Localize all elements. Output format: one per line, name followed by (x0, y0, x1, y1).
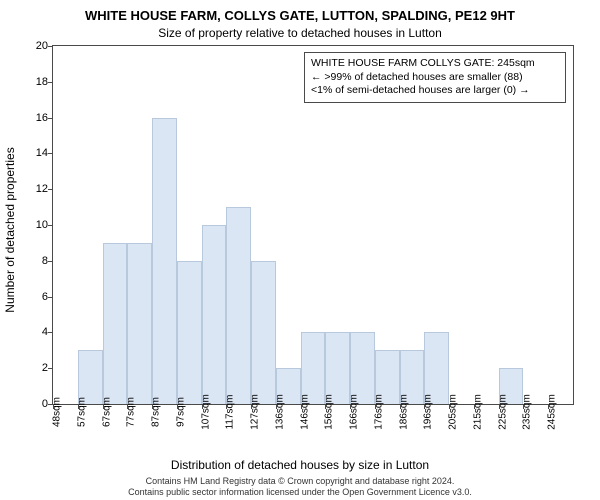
footer-attribution: Contains HM Land Registry data © Crown c… (0, 476, 600, 498)
footer-line-1: Contains HM Land Registry data © Crown c… (0, 476, 600, 487)
x-tick-label: 166sqm (349, 394, 360, 430)
y-tick-mark (48, 82, 52, 83)
y-tick-mark (48, 46, 52, 47)
x-tick-label: 57sqm (76, 397, 87, 427)
x-tick-label: 127sqm (250, 394, 261, 430)
y-tick-mark (48, 332, 52, 333)
x-tick-label: 107sqm (200, 394, 211, 430)
histogram-bar (202, 225, 227, 404)
x-tick-label: 156sqm (324, 394, 335, 430)
y-tick-label: 6 (18, 291, 48, 303)
x-tick-label: 48sqm (52, 397, 63, 427)
chart-subtitle: Size of property relative to detached ho… (0, 26, 600, 40)
y-tick-mark (48, 225, 52, 226)
y-tick-label: 10 (18, 219, 48, 231)
x-tick-label: 225sqm (497, 394, 508, 430)
histogram-bar (127, 243, 152, 404)
y-tick-mark (48, 368, 52, 369)
y-tick-label: 18 (18, 76, 48, 88)
x-axis-label: Distribution of detached houses by size … (0, 458, 600, 472)
y-tick-mark (48, 153, 52, 154)
y-tick-label: 20 (18, 40, 48, 52)
y-tick-mark (48, 189, 52, 190)
x-tick-label: 176sqm (373, 394, 384, 430)
y-tick-label: 0 (18, 398, 48, 410)
y-axis-label: Number of detached properties (3, 147, 17, 312)
y-tick-label: 2 (18, 362, 48, 374)
x-tick-label: 67sqm (101, 397, 112, 427)
y-tick-mark (48, 297, 52, 298)
histogram-bar (177, 261, 202, 404)
histogram-bar (251, 261, 276, 404)
histogram-bar (103, 243, 128, 404)
histogram-bar (226, 207, 251, 404)
y-tick-label: 4 (18, 326, 48, 338)
x-tick-label: 196sqm (423, 394, 434, 430)
legend-line-2: ← >99% of detached houses are smaller (8… (311, 71, 559, 85)
arrow-right-icon: → (516, 84, 529, 96)
y-tick-label: 12 (18, 183, 48, 195)
legend-box: WHITE HOUSE FARM COLLYS GATE: 245sqm ← >… (304, 52, 566, 103)
chart-title: WHITE HOUSE FARM, COLLYS GATE, LUTTON, S… (0, 8, 600, 23)
x-tick-label: 245sqm (547, 394, 558, 430)
y-tick-label: 8 (18, 255, 48, 267)
x-tick-label: 186sqm (398, 394, 409, 430)
y-tick-label: 14 (18, 147, 48, 159)
legend-line-3: <1% of semi-detached houses are larger (… (311, 84, 559, 98)
x-tick-label: 136sqm (274, 394, 285, 430)
x-tick-label: 97sqm (175, 397, 186, 427)
y-tick-mark (48, 261, 52, 262)
histogram-bar (152, 118, 177, 404)
footer-line-2: Contains public sector information licen… (0, 487, 600, 498)
x-tick-label: 205sqm (448, 394, 459, 430)
x-tick-label: 146sqm (299, 394, 310, 430)
x-tick-label: 235sqm (522, 394, 533, 430)
y-tick-label: 16 (18, 112, 48, 124)
y-tick-mark (48, 118, 52, 119)
x-tick-label: 87sqm (151, 397, 162, 427)
legend-line-1: WHITE HOUSE FARM COLLYS GATE: 245sqm (311, 57, 559, 71)
x-tick-label: 117sqm (225, 395, 236, 430)
histogram-bar (78, 350, 103, 404)
arrow-left-icon: ← (311, 71, 324, 83)
x-tick-label: 77sqm (126, 397, 137, 427)
x-tick-label: 215sqm (472, 394, 483, 430)
